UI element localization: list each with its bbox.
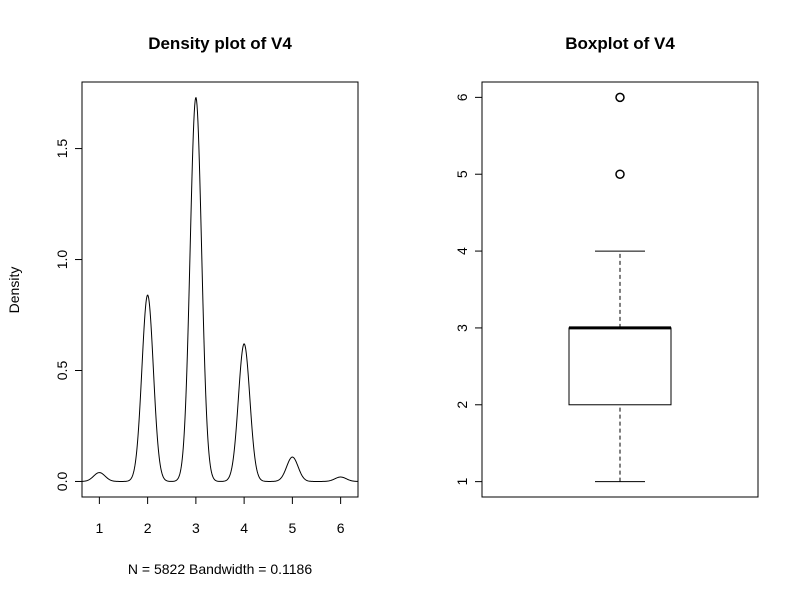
density-y-axis-label: Density — [6, 267, 22, 314]
density-x-tick-label: 1 — [95, 520, 103, 536]
boxplot-title: Boxplot of V4 — [565, 34, 675, 53]
boxplot-y-tick-label: 4 — [454, 247, 470, 255]
outlier-point — [615, 169, 625, 179]
boxplot-y-tick-label: 6 — [454, 93, 470, 101]
density-x-tick-label: 6 — [337, 520, 345, 536]
density-y-tick-label: 0.5 — [54, 361, 70, 381]
density-curve — [81, 97, 359, 482]
density-x-axis-label: N = 5822 Bandwidth = 0.1186 — [128, 561, 312, 577]
boxplot-y-tick-label: 2 — [454, 401, 470, 409]
boxplot-y-tick-label: 1 — [454, 478, 470, 486]
density-y-tick-label: 0.0 — [54, 472, 70, 492]
density-x-tick-label: 4 — [240, 520, 248, 536]
boxplot-y-tick-label: 5 — [454, 170, 470, 178]
density-x-tick-label: 3 — [192, 520, 200, 536]
density-x-tick-label: 2 — [144, 520, 152, 536]
boxplot-marks — [568, 92, 672, 483]
boxplot-y-tick-label: 3 — [454, 324, 470, 332]
boxplot-panel: Boxplot of V4 1 2 3 4 5 6 — [454, 34, 759, 498]
density-x-axis: 1 2 3 4 5 6 — [95, 496, 345, 536]
density-y-tick-label: 1.5 — [54, 139, 70, 159]
density-y-axis: 0.0 0.5 1.0 1.5 — [54, 139, 83, 492]
density-plot-panel: Density plot of V4 Density N = 5822 Band… — [6, 34, 359, 577]
interquartile-box — [568, 327, 672, 406]
density-x-tick-label: 5 — [288, 520, 296, 536]
outlier-point — [615, 92, 625, 103]
density-series — [81, 97, 359, 482]
density-plot-title: Density plot of V4 — [148, 34, 292, 53]
density-y-tick-label: 1.0 — [54, 250, 70, 270]
density-plot-frame — [81, 81, 359, 498]
boxplot-y-axis: 1 2 3 4 5 6 — [454, 93, 483, 486]
